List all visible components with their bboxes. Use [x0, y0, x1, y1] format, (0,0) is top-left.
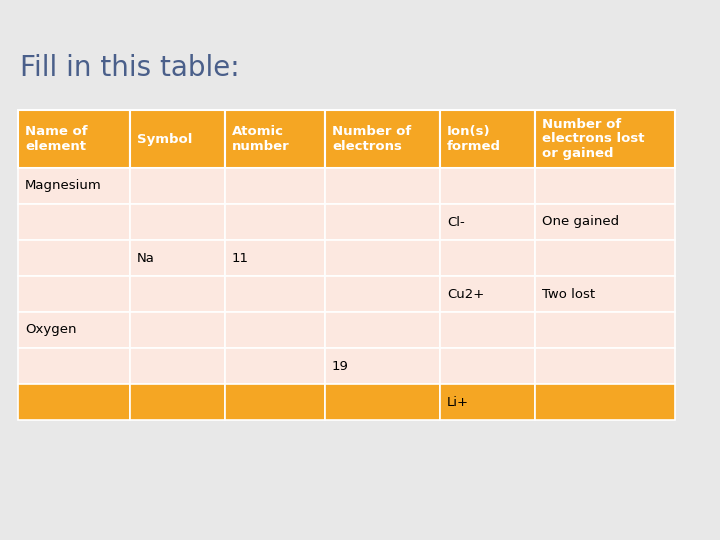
Text: Number of
electrons: Number of electrons	[332, 125, 411, 153]
Bar	[130, 384, 225, 420]
Text: Symbol: Symbol	[137, 132, 192, 145]
Bar	[440, 348, 535, 384]
Bar	[535, 204, 675, 240]
Bar	[130, 276, 225, 312]
Bar	[18, 276, 130, 312]
Bar	[225, 110, 325, 168]
Bar	[18, 204, 130, 240]
Bar	[535, 240, 675, 276]
Bar	[18, 110, 130, 168]
Bar	[18, 348, 130, 384]
Bar	[325, 110, 440, 168]
Bar	[130, 168, 225, 204]
Bar	[440, 204, 535, 240]
Bar	[325, 168, 440, 204]
Text: 11: 11	[232, 252, 249, 265]
Bar	[440, 312, 535, 348]
Bar	[130, 204, 225, 240]
Bar	[18, 240, 130, 276]
Bar	[325, 348, 440, 384]
Bar	[535, 276, 675, 312]
Text: Na: Na	[137, 252, 155, 265]
Text: One gained: One gained	[542, 215, 619, 228]
Text: Oxygen: Oxygen	[25, 323, 76, 336]
Bar	[225, 168, 325, 204]
Text: Ion(s)
formed: Ion(s) formed	[447, 125, 501, 153]
Bar	[18, 384, 130, 420]
Text: Atomic
number: Atomic number	[232, 125, 289, 153]
Bar	[325, 384, 440, 420]
Bar	[325, 240, 440, 276]
Bar	[440, 168, 535, 204]
Bar	[325, 204, 440, 240]
Bar	[535, 348, 675, 384]
Text: Fill in this table:: Fill in this table:	[20, 54, 240, 82]
Text: Number of
electrons lost
or gained: Number of electrons lost or gained	[542, 118, 644, 160]
Bar	[130, 312, 225, 348]
Bar	[18, 168, 130, 204]
Bar	[225, 204, 325, 240]
Bar	[325, 312, 440, 348]
Bar	[225, 348, 325, 384]
Text: Cl-: Cl-	[447, 215, 464, 228]
Bar	[440, 110, 535, 168]
Bar	[130, 110, 225, 168]
Bar	[535, 312, 675, 348]
Bar	[440, 240, 535, 276]
Bar	[440, 384, 535, 420]
Text: Magnesium: Magnesium	[25, 179, 102, 192]
Bar	[225, 312, 325, 348]
Bar	[535, 384, 675, 420]
Text: Li+: Li+	[447, 395, 469, 408]
Bar	[225, 384, 325, 420]
Text: Cu2+: Cu2+	[447, 287, 485, 300]
Bar	[325, 276, 440, 312]
Bar	[535, 168, 675, 204]
Bar	[535, 110, 675, 168]
Text: Name of
element: Name of element	[25, 125, 88, 153]
Bar	[130, 240, 225, 276]
Bar	[225, 240, 325, 276]
Bar	[225, 276, 325, 312]
Text: Two lost: Two lost	[542, 287, 595, 300]
Bar	[440, 276, 535, 312]
Bar	[130, 348, 225, 384]
Bar	[18, 312, 130, 348]
Text: 19: 19	[332, 360, 349, 373]
